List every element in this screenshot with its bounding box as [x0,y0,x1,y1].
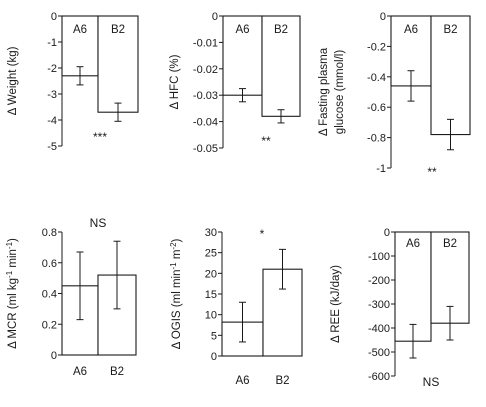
y-axis-label: Δ Weight (kg) [7,46,19,115]
category-label: B2 [275,375,289,387]
y-tick-label: -2 [47,63,57,75]
significance-label: ** [427,165,437,179]
y-tick-label: 15 [205,289,217,301]
y-tick-label: -0.4 [367,72,386,84]
category-label: B2 [111,24,125,36]
y-axis-label: Δ Fasting plasma [318,47,330,136]
significance-label: * [260,227,265,241]
y-axis-label: Δ OGIS (ml min-1 m-2) [169,238,184,349]
y-tick-label: -0.2 [367,41,386,53]
significance-label: NS [423,375,440,389]
y-tick-label: 5 [211,330,217,342]
category-label: A6 [235,375,249,387]
y-tick-label: -1 [376,163,386,175]
y-tick-label: 0 [211,351,217,363]
y-tick-label: -3 [47,89,57,101]
y-tick-label: 0 [380,11,386,23]
y-tick-label: -0.04 [193,117,218,129]
superscript: -1 [5,241,14,249]
y-axis-label: Δ HFC (%) [169,54,181,109]
bar-b2 [261,15,301,117]
y-axis-label: glucose (mmol/l) [334,50,346,135]
bar-b2 [430,15,471,136]
y-tick-label: -1 [47,37,57,49]
y-tick-label: -500 [368,347,390,359]
superscript: -2 [169,242,178,250]
bar-b2 [97,15,139,113]
y-tick-label: -0.05 [193,143,218,155]
y-tick-label: -0.8 [367,133,386,145]
y-tick-label: -0.02 [193,64,218,76]
category-label: A6 [404,24,418,36]
significance-label: *** [93,130,107,144]
category-label: A6 [73,366,87,378]
y-tick-label: 0.2 [42,319,57,331]
y-tick-label: 10 [205,310,217,322]
label-part: ) [171,238,183,242]
y-tick-label: -600 [368,371,390,383]
category-label: B2 [274,24,288,36]
y-tick-label: 30 [205,227,217,239]
significance-label: ** [261,134,271,148]
y-tick-label: 25 [205,248,217,260]
y-axis-label: Δ MCR (ml kg-1 min-1) [5,238,20,349]
panel-5: 0 5 10 15 20 25 30 A6 B2 * Δ OGIS (ml min-1 m-2) [169,227,303,387]
y-tick-label: 0 [51,350,57,362]
bar-a6 [222,15,263,96]
y-tick-label: -0.01 [193,37,218,49]
y-tick-label: -400 [368,323,390,335]
y-tick-label: -100 [368,251,390,263]
panel-6: 0 -100 -200 -300 -400 -500 -600 A6 B2 NS Δ REE (kJ… [330,227,470,389]
y-tick-label: 0.8 [42,227,57,239]
category-label: A6 [406,238,420,250]
y-axis-label: Δ REE (kJ/day) [330,265,342,343]
label-part: Δ MCR (ml kg [7,278,19,349]
label-part: ) [7,238,19,242]
y-tick-label: -0.6 [367,102,386,114]
category-label: A6 [73,24,87,36]
significance-label: NS [90,216,107,230]
panel-1: 0 -1 -2 -3 -4 -5 A6 B2 *** Δ Weight (kg) [7,11,139,153]
y-tick-label: 0.6 [42,258,57,270]
category-label: B2 [443,24,457,36]
y-tick-label: -300 [368,299,390,311]
y-tick-label: -4 [47,115,57,127]
y-tick-label: 0.4 [42,289,57,301]
y-tick-label: 0 [51,11,57,23]
y-tick-label: 20 [205,268,217,280]
superscript: -1 [169,262,178,270]
superscript: -1 [5,270,14,278]
y-tick-label: -5 [47,141,57,153]
bar-a6 [394,231,432,342]
category-label: B2 [110,366,124,378]
panel-3: 0 -0.2 -0.4 -0.6 -0.8 -1 A6 B2 ** Δ Fasting plasm… [318,11,471,179]
category-label: A6 [235,24,249,36]
y-tick-label: 0 [384,227,390,239]
label-part: min [7,249,19,271]
panel-2: 0 -0.01 -0.02 -0.03 -0.04 -0.05 A6 B2 ** Δ HFC (%… [169,11,301,155]
y-tick-label: 0 [212,11,218,23]
category-label: B2 [443,238,457,250]
y-tick-label: -0.03 [193,90,218,102]
label-part: m [171,250,183,263]
label-part: Δ OGIS (ml min [171,269,183,349]
y-tick-label: -200 [368,275,390,287]
